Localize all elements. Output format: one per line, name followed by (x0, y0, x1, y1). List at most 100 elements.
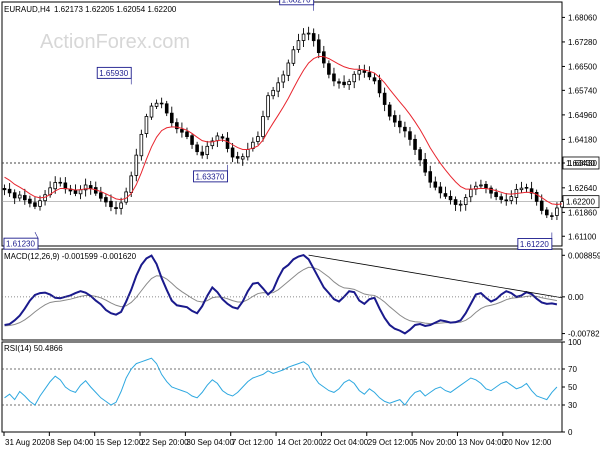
candle (529, 181, 534, 200)
candle (164, 100, 169, 117)
candle (403, 121, 407, 138)
candle-body (33, 202, 37, 207)
price-tick-label: 1.68060 (568, 13, 597, 22)
candle (271, 86, 275, 100)
price-tick-label: 1.61100 (568, 232, 597, 241)
macd-tick-label: 0.008859 (568, 251, 600, 260)
annotation-label: 1.63370 (196, 172, 225, 181)
candle-body (83, 184, 88, 191)
candle-body (180, 129, 184, 133)
candle-body (372, 77, 377, 82)
candle (489, 185, 493, 199)
candle-body (149, 105, 154, 118)
candle-body (479, 184, 483, 187)
candle-body (428, 171, 433, 183)
candle (301, 28, 306, 47)
time-tick-label: 22 Oct 04:00 (322, 438, 368, 447)
candle (225, 132, 230, 153)
price-tick-label: 1.63430 (568, 159, 597, 168)
candle-body (159, 102, 164, 105)
candle-body (169, 112, 174, 124)
time-tick-label: 7 Oct 12:00 (232, 438, 274, 447)
candle (423, 152, 427, 177)
candle-body (28, 198, 32, 204)
price-annotation: 1.61230 (3, 232, 39, 250)
candle-body (220, 136, 225, 139)
candle (261, 110, 265, 142)
candle (387, 101, 392, 121)
candle (88, 180, 93, 195)
candle-body (499, 196, 503, 200)
candle-body (38, 200, 42, 207)
price-grid: 1.63430 1.62200 (2, 156, 600, 209)
candle-body (534, 192, 539, 202)
candle-body (392, 115, 397, 123)
candle-body (230, 147, 235, 158)
candle-body (58, 181, 63, 184)
candle-body (271, 89, 275, 97)
candle (468, 184, 473, 203)
candle-body (306, 32, 311, 35)
candle-body (63, 182, 68, 190)
annotation-box (193, 170, 228, 183)
annotation-pointer (34, 232, 39, 239)
candle-body (377, 80, 382, 94)
candle-body (78, 189, 83, 195)
macd-title: MACD(12,26,9) -0.001599 -0.001620 (4, 252, 137, 261)
candle (484, 180, 488, 194)
candle (114, 201, 118, 215)
price-tick-label: 1.64180 (568, 135, 597, 144)
candle (392, 110, 397, 127)
candle-body (205, 145, 210, 155)
annotation-box (96, 66, 132, 79)
candle (63, 177, 68, 194)
candle (479, 179, 483, 189)
candle (33, 197, 37, 210)
candle-body (367, 72, 372, 78)
candle (413, 134, 417, 155)
candle-body (185, 131, 189, 137)
annotation-label: 1.68270 (282, 0, 311, 4)
candle (159, 97, 164, 109)
candle (509, 190, 514, 205)
candle-body (296, 40, 301, 50)
time-tick-label: 13 Nov 04:00 (458, 438, 506, 447)
macd-panel: MACD(12,26,9) -0.001599 -0.001620 0.0088… (2, 251, 600, 339)
candle (545, 207, 549, 219)
candle-body (104, 197, 108, 203)
candlesticks (2, 26, 564, 221)
time-tick-label: 8 Sep 04:00 (50, 438, 94, 447)
candle-body (245, 149, 250, 158)
candle-body (509, 196, 514, 201)
candle-body (109, 200, 113, 208)
candle-body (362, 70, 367, 73)
candle-body (276, 82, 280, 92)
current-price-label: 1.62200 (566, 198, 595, 207)
panel-frame-1 (1, 248, 563, 341)
candle (311, 28, 316, 47)
candle (347, 78, 351, 90)
candle-body (2, 188, 7, 191)
candle (2, 184, 7, 196)
time-tick-label: 29 Oct 12:00 (368, 438, 414, 447)
candle (139, 129, 144, 161)
candle (306, 26, 311, 41)
candle (438, 182, 443, 199)
candle (316, 34, 321, 59)
time-tick-label: 15 Sep 12:00 (96, 438, 144, 447)
macd-line (4, 253, 558, 335)
candle (68, 184, 73, 196)
candle-body (463, 197, 468, 206)
candle (235, 151, 240, 164)
macd-tick-label: -0.007826 (568, 330, 600, 339)
rsi-tick-label: 30 (568, 401, 577, 410)
macd-signal-line (4, 266, 558, 327)
annotation-box (517, 238, 553, 250)
candle-body (139, 133, 144, 157)
candle (200, 145, 204, 159)
candle (266, 92, 270, 121)
candle-body (144, 116, 149, 134)
candle-body (519, 187, 524, 191)
candle (463, 194, 468, 211)
candle-body (423, 159, 427, 173)
